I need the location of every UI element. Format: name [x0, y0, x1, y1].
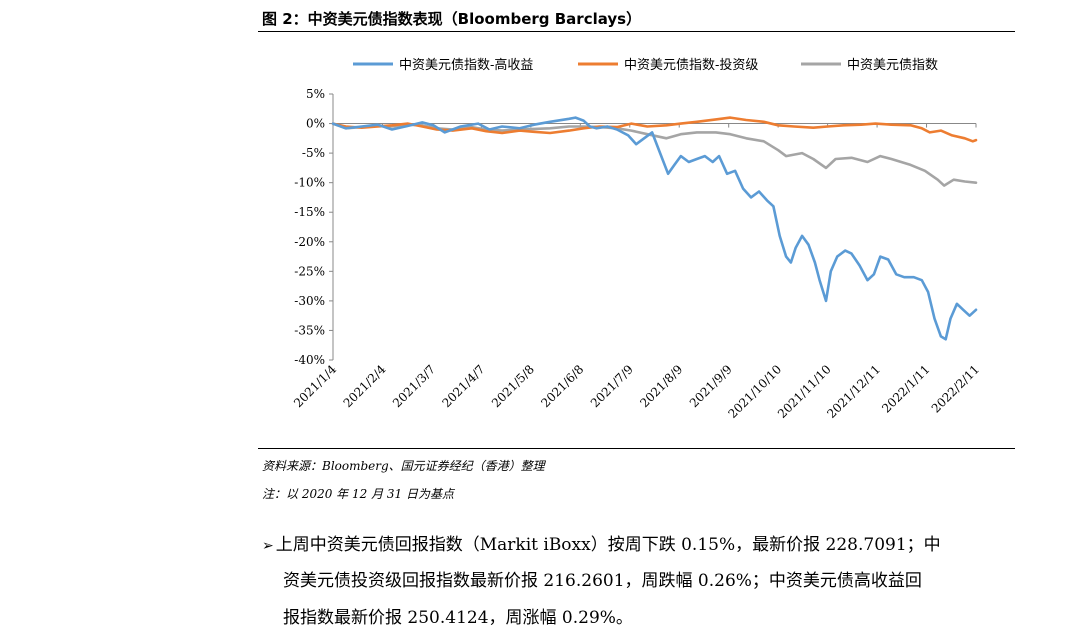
base-date-note: 注：以 2020 年 12 月 31 日为基点 [262, 487, 454, 501]
figure-title: 图 2：中资美元债指数表现（Bloomberg Barclays） [262, 10, 642, 28]
summary-paragraph-line-3: 报指数最新价报 250.4124，周涨幅 0.29%。 [283, 608, 633, 628]
series-layer [331, 116, 978, 341]
y-tick-label: -25% [294, 264, 325, 278]
series-line [331, 122, 978, 187]
y-tick-label: -15% [294, 205, 325, 219]
legend: 中资美元债指数-高收益 中资美元债指数-投资级 中资美元债指数 [353, 57, 938, 73]
x-tick-label: 2021/5/8 [489, 362, 537, 410]
y-tick-label: -30% [294, 294, 325, 308]
x-tick-label: 2022/2/11 [929, 362, 982, 415]
x-tick-label: 2021/7/9 [588, 362, 636, 410]
summary-line-1-text: 上周中资美元债回报指数（Markit iBoxx）按周下跌 0.15%，最新价报… [275, 535, 941, 555]
bottom-rule [258, 448, 1015, 449]
y-tick-label: -10% [294, 176, 325, 190]
legend-label: 中资美元债指数 [847, 58, 938, 73]
top-rule [258, 31, 1015, 32]
line-chart: 中资美元债指数-高收益 中资美元债指数-投资级 中资美元债指数 5% 0% -5% -10… [291, 57, 982, 421]
legend-label: 中资美元债指数-高收益 [399, 57, 533, 73]
y-tick-label: -40% [294, 353, 325, 367]
x-tick-label: 2022/1/11 [879, 362, 932, 415]
x-tick-label: 2021/12/11 [824, 362, 883, 421]
y-tick-label: 5% [306, 87, 325, 101]
y-tick-label: -35% [294, 323, 325, 337]
series-line [331, 116, 978, 341]
legend-label: 中资美元债指数-投资级 [624, 57, 758, 73]
y-tick-label: 0% [306, 117, 325, 131]
axes: 5%0%-5%-10%-15%-20%-25%-30%-35%-40%2021/… [291, 87, 982, 421]
y-tick-label: -5% [302, 146, 325, 160]
summary-paragraph-line-2: 资美元债投资级回报指数最新价报 216.2601，周跌幅 0.26%；中资美元债… [283, 571, 922, 591]
source-note: 资料来源：Bloomberg、国元证券经纪（香港）整理 [262, 459, 545, 473]
x-tick-label: 2021/4/7 [439, 362, 487, 410]
x-tick-label: 2021/3/7 [390, 362, 438, 410]
x-tick-label: 2021/9/9 [687, 362, 735, 410]
x-tick-label: 2021/1/4 [291, 362, 339, 410]
x-tick-label: 2021/6/8 [538, 362, 586, 410]
x-tick-label: 2021/8/9 [637, 362, 685, 410]
bullet-arrow-icon: ➢ [262, 538, 274, 554]
y-tick-label: -20% [294, 235, 325, 249]
x-tick-label: 2021/2/4 [341, 362, 389, 410]
summary-paragraph-line-1: ➢ 上周中资美元债回报指数（Markit iBoxx）按周下跌 0.15%，最新价… [262, 530, 941, 555]
